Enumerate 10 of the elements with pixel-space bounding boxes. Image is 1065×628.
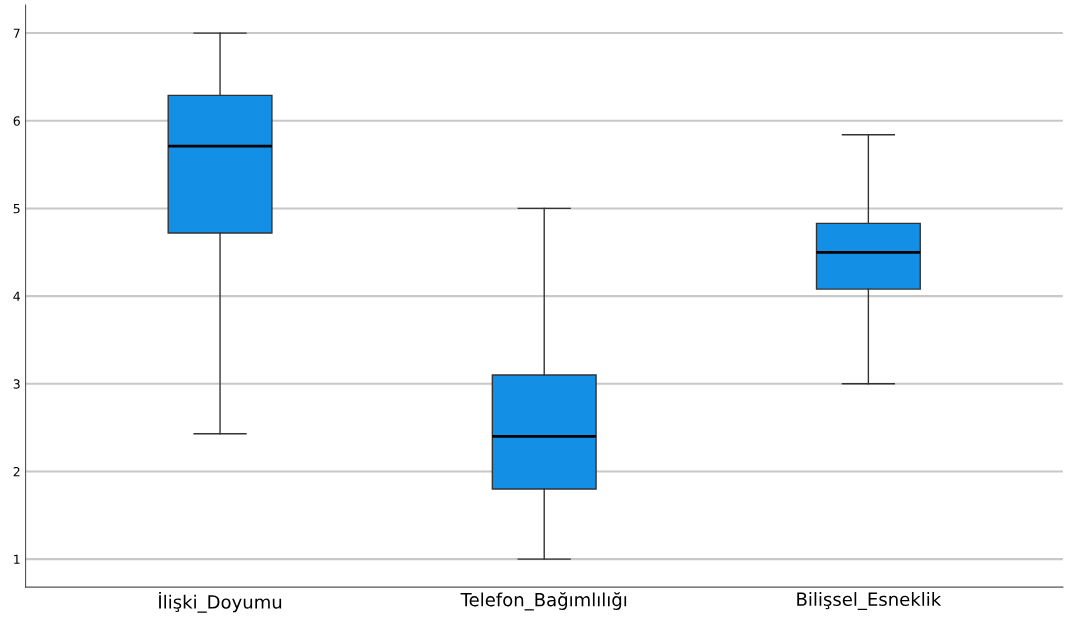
y-tick-label: 6 (13, 116, 20, 126)
y-tick-label: 2 (13, 466, 20, 477)
y-tick-label: 3 (13, 379, 20, 389)
y-tick-label: 7 (13, 28, 20, 38)
y-tick-label: 5 (13, 204, 20, 214)
x-tick-label: İlişki_Doyumu (159, 592, 282, 613)
x-tick-label: Bilişsel_Esneklik (797, 592, 942, 611)
x-tick-label: Telefon_Bağımlılığı (460, 592, 627, 611)
y-tick-label: 4 (13, 291, 20, 301)
y-tick-label: 1 (14, 554, 20, 564)
